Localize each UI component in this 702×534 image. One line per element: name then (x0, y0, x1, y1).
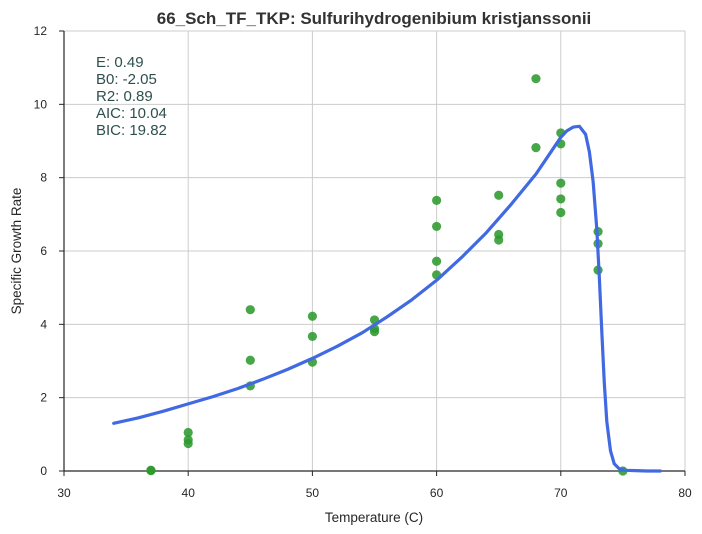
y-tick-label: 2 (40, 391, 47, 405)
fit-statistics: E: 0.49 B0: -2.05 R2: 0.89 AIC: 10.04 BI… (96, 54, 167, 139)
data-point (307, 311, 317, 321)
x-tick-label: 50 (306, 486, 320, 500)
stat-aic: AIC: 10.04 (96, 105, 167, 122)
data-point (245, 305, 255, 315)
data-point (432, 256, 442, 266)
data-point (183, 427, 193, 438)
data-points (146, 74, 628, 476)
y-tick-label: 10 (34, 97, 48, 111)
stat-r2: R2: 0.89 (96, 88, 153, 105)
x-axis-label: Temperature (C) (325, 510, 423, 525)
chart-title: 66_Sch_TF_TKP: Sulfurihydrogenibium kris… (157, 9, 592, 28)
data-point (183, 438, 193, 449)
data-point (531, 74, 541, 84)
data-point (432, 195, 442, 205)
stat-b0: B0: -2.05 (96, 71, 157, 88)
data-point (531, 143, 541, 153)
data-point (307, 331, 317, 342)
y-tick-label: 6 (40, 244, 47, 258)
grid (64, 30, 686, 471)
data-point (556, 178, 566, 188)
data-point (494, 190, 504, 200)
data-point (369, 327, 380, 337)
stat-bic: BIC: 19.82 (96, 122, 167, 139)
y-tick-label: 12 (34, 24, 48, 38)
y-tick-label: 4 (40, 317, 47, 331)
x-ticks: 30 40 50 60 70 80 (57, 471, 692, 500)
x-tick-label: 70 (554, 486, 568, 500)
data-point (556, 207, 566, 218)
data-point (245, 355, 255, 365)
data-point (432, 221, 442, 232)
y-tick-label: 0 (40, 464, 47, 478)
data-point (146, 466, 156, 476)
stat-e: E: 0.49 (96, 54, 144, 71)
data-point (494, 235, 504, 245)
x-tick-label: 80 (678, 486, 692, 500)
x-tick-label: 30 (57, 486, 71, 500)
y-ticks: 0 2 4 6 8 10 12 (34, 24, 64, 478)
y-tick-label: 8 (40, 171, 47, 185)
y-axis-label: Specific Growth Rate (9, 188, 24, 315)
fit-curve (112, 124, 662, 473)
x-tick-label: 40 (182, 486, 196, 500)
data-point (556, 194, 566, 204)
x-tick-label: 60 (430, 486, 444, 500)
